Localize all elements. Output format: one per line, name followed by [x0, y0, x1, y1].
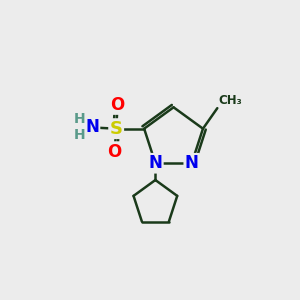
Text: O: O: [110, 95, 125, 113]
Text: O: O: [108, 142, 122, 160]
Text: H: H: [74, 128, 85, 142]
Text: H: H: [74, 112, 85, 126]
Text: N: N: [85, 118, 99, 136]
Text: N: N: [185, 154, 199, 172]
Text: CH₃: CH₃: [219, 94, 242, 107]
Text: S: S: [110, 120, 123, 138]
Text: N: N: [148, 154, 162, 172]
